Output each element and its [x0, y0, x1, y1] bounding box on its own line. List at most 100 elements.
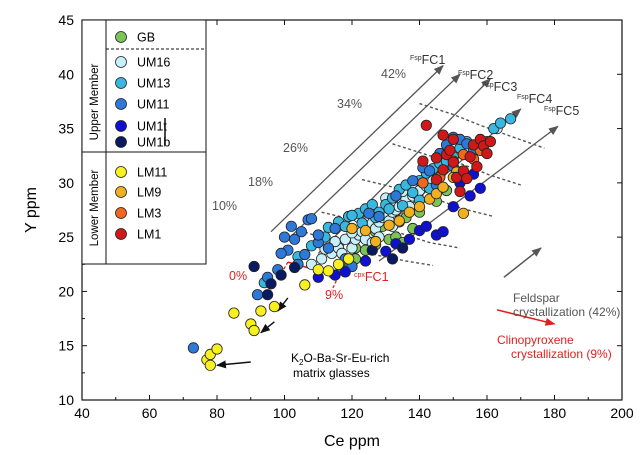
y-tick-label: 35 — [58, 121, 74, 137]
x-tick-label: 60 — [142, 405, 158, 421]
data-point-um1t — [359, 255, 372, 267]
legend-marker-um1b — [115, 136, 127, 148]
fsp-vector-label: FspFC1 — [410, 53, 445, 67]
data-point-um1t — [464, 190, 476, 202]
fsp-label-prefix: Fsp — [544, 106, 556, 113]
cpx-nine-percent-label: 9% — [325, 288, 343, 302]
x-tick-label: 160 — [475, 405, 499, 421]
data-point-lm11 — [322, 265, 334, 277]
data-point-lm11 — [332, 258, 345, 270]
data-point-um13 — [383, 203, 395, 215]
data-point-lm9 — [346, 222, 358, 235]
data-point-um11 — [423, 165, 436, 177]
data-points — [187, 113, 517, 371]
fsp-percent-label: 34% — [337, 97, 362, 111]
data-point-um11 — [329, 222, 341, 235]
data-point-lm1 — [454, 185, 466, 198]
matrix-glasses-text-line1: K2O-Ba-Sr-Eu-rich — [291, 351, 389, 367]
legend: Upper Member Lower Member GB UM16 UM13 UM11… — [81, 19, 207, 265]
y-tick-label: 25 — [58, 229, 74, 245]
data-point-lm1 — [464, 151, 476, 163]
feldspar-text-line1: Feldspar — [513, 291, 560, 305]
matrix-glass-arrow — [216, 360, 251, 369]
cpx-label-main: FC1 — [365, 270, 389, 284]
y-axis-label: Y ppm — [23, 187, 40, 233]
cpx-arrow — [496, 309, 556, 326]
data-point-lm1 — [471, 161, 483, 173]
fsp-percent-dashed-line — [419, 102, 545, 149]
data-point-lm9 — [359, 225, 372, 237]
legend-marker-um11 — [115, 98, 127, 110]
y-tick-label: 40 — [58, 66, 74, 82]
cpx-vector-label: cpxFC1 — [354, 270, 389, 284]
data-point-lm1 — [437, 164, 449, 176]
data-point-um16 — [329, 235, 341, 248]
y-tick-label: 45 — [58, 12, 74, 28]
data-point-lm1 — [484, 136, 496, 148]
cpx-text-line1: Clinopyroxene — [497, 333, 574, 347]
legend-label-lm3: LM3 — [137, 207, 161, 221]
data-point-um1b — [265, 278, 277, 290]
data-point-lm9 — [457, 207, 469, 219]
matrix-text-sub: 2 — [299, 358, 304, 367]
fsp-label-prefix: Fsp — [410, 55, 422, 62]
data-point-um1b — [396, 242, 409, 254]
legend-marker-gb — [115, 31, 127, 43]
data-point-lm9 — [430, 188, 442, 200]
data-point-lm1 — [430, 152, 442, 164]
data-point-um1b — [275, 269, 287, 281]
data-point-lm11 — [312, 264, 324, 276]
data-point-um11 — [299, 248, 311, 261]
fsp-label-main: FC2 — [470, 68, 494, 82]
legend-marker-um1t — [115, 120, 127, 132]
legend-group-upper: Upper Member — [89, 63, 101, 140]
data-point-um11 — [275, 247, 287, 259]
matrix-glasses-text-line2: matrix glasses — [293, 366, 370, 380]
fsp-percent-label: 10% — [212, 199, 237, 213]
legend-label-um16: UM16 — [137, 56, 170, 70]
fsp-label-main: FC3 — [494, 80, 518, 94]
fsp-vector-label: FspFC2 — [458, 68, 493, 82]
data-point-lm1 — [430, 174, 442, 186]
fsp-label-prefix: Fsp — [517, 94, 529, 101]
feldspar-arrow — [503, 247, 542, 278]
x-tick-label: 180 — [543, 405, 567, 421]
data-point-lm11 — [228, 307, 240, 319]
data-point-lm9 — [393, 215, 405, 227]
data-point-lm11 — [299, 279, 311, 291]
data-point-lm11 — [248, 324, 260, 337]
data-point-lm1 — [417, 155, 429, 167]
data-point-um11 — [305, 213, 318, 225]
y-tick-label: 15 — [58, 338, 74, 354]
fsp-label-main: FC1 — [422, 53, 446, 67]
fsp-percent-label: 26% — [283, 141, 308, 155]
fsp-label-main: FC5 — [556, 104, 580, 118]
matrix-text-rest: O-Ba-Sr-Eu-rich — [303, 351, 389, 365]
data-point-um11 — [278, 231, 291, 243]
data-point-um11 — [407, 175, 419, 187]
x-tick-label: 40 — [74, 405, 90, 421]
data-point-um11 — [363, 207, 375, 219]
x-tick-label: 120 — [340, 405, 364, 421]
data-point-lm9 — [437, 181, 449, 193]
data-point-um1b — [248, 260, 260, 273]
legend-label-lm9: LM9 — [137, 186, 161, 200]
matrix-glass-arrow — [260, 321, 275, 334]
data-point-um1b — [261, 289, 274, 301]
cpx-label-prefix: cpx — [354, 272, 365, 279]
legend-label-um11: UM11 — [137, 98, 169, 112]
data-point-lm1 — [420, 119, 432, 131]
legend-marker-um16 — [115, 56, 127, 68]
data-point-lm9 — [413, 201, 426, 213]
legend-label-lm11: LM11 — [137, 166, 167, 180]
data-point-um11 — [373, 210, 385, 223]
fsp-percent-label: 42% — [381, 67, 406, 81]
data-point-lm3 — [417, 177, 429, 189]
data-point-lm11 — [255, 305, 267, 317]
x-tick-label: 80 — [209, 405, 225, 421]
legend-marker-lm1 — [115, 228, 127, 240]
legend-label-um1b: UM1b — [137, 136, 170, 150]
data-point-lm1 — [461, 172, 473, 185]
data-point-um1t — [447, 201, 459, 213]
